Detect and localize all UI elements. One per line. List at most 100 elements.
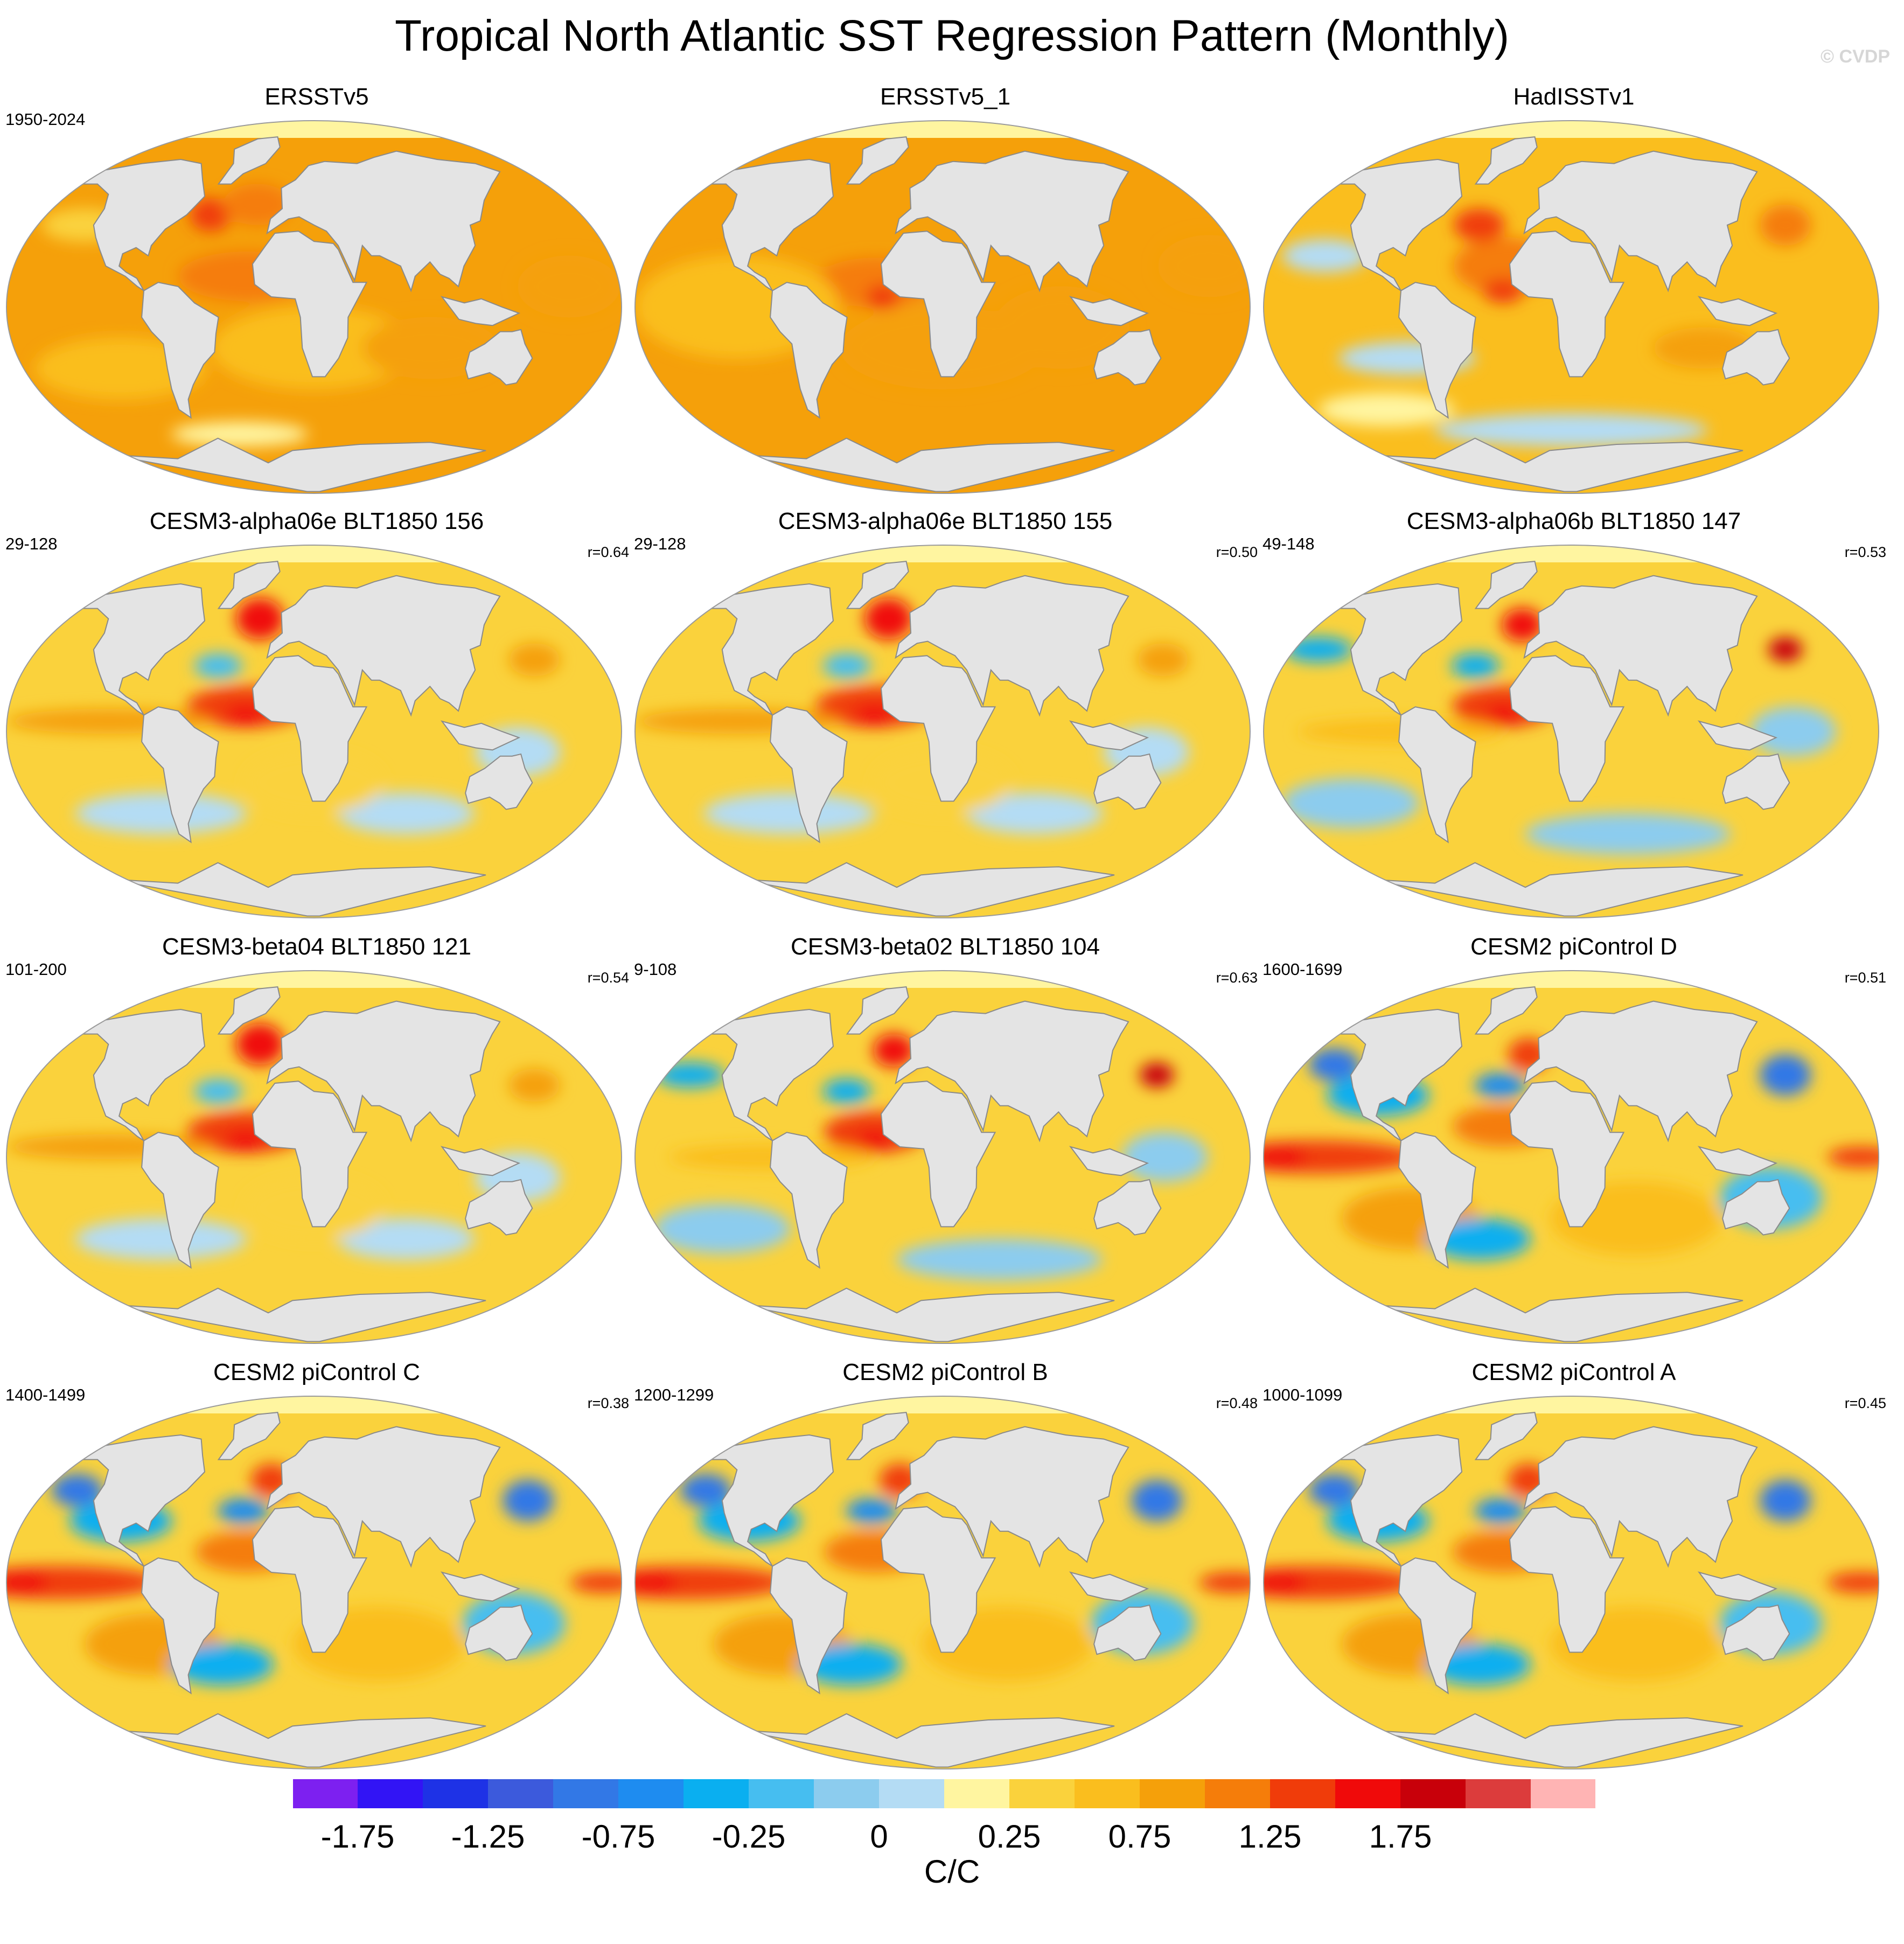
sst-map [1263,120,1879,494]
continent-greenland [846,986,909,1035]
map-panel: CESM3-beta04 BLT1850 121 101-200 r=0.54 [4,931,629,1362]
colorbar-swatch [488,1779,554,1809]
anomaly-region [873,1034,915,1067]
continent-greenland [846,1412,909,1460]
sst-map [634,120,1251,494]
panel-title: CESM3-beta02 BLT1850 104 [791,933,1100,960]
continent-africa [880,231,996,378]
panel-title: ERSSTv5 [264,83,369,110]
colorbar-swatch [358,1779,423,1809]
continent-africa [880,1506,996,1653]
anomaly-region [1137,643,1189,677]
anomaly-region [1827,1146,1879,1168]
anomaly-region [503,1480,554,1522]
continent-south-america [141,706,219,844]
continent-eurasia [895,1426,1129,1568]
panel-years: 9-108 [634,960,677,979]
colorbar-swatch [749,1779,814,1809]
colorbar-swatch [1009,1779,1075,1809]
colorbar-swatch [1140,1779,1205,1809]
panel-correlation: r=0.54 [587,970,629,986]
anomaly-region [217,1498,269,1523]
anomaly-region [846,1498,898,1523]
panel-correlation: r=0.53 [1844,544,1886,560]
continent-africa [1509,231,1625,378]
anomaly-region [864,598,912,640]
continent-antarctica [737,437,1115,492]
panel-title: CESM3-alpha06b BLT1850 147 [1406,508,1741,534]
map-panel: CESM3-alpha06b BLT1850 147 49-148 r=0.53 [1261,505,1886,936]
colorbar-unit-label: C/C [924,1854,980,1890]
colorbar-tick-label: -0.75 [581,1818,655,1855]
map-outline [6,120,622,494]
continent-eurasia [1523,575,1758,717]
anomaly-region [1284,637,1353,662]
anomaly-region [1308,1473,1360,1507]
anomaly-region [1474,1498,1526,1523]
sst-map [634,970,1251,1344]
map-panel: CESM2 piControl A 1000-1099 r=0.45 [1261,1356,1886,1787]
anomaly-region [653,1204,791,1254]
continent-africa [1509,1506,1625,1653]
anomaly-region [966,792,1103,834]
panel-years: 1200-1299 [634,1385,714,1404]
anomaly-region [1760,1054,1811,1096]
panel-title: CESM3-alpha06e BLT1850 156 [149,508,484,534]
anomaly-region [1122,1132,1208,1182]
continent-south-america [1398,1132,1476,1269]
colorbar-tick-label: -0.25 [712,1818,786,1855]
map-outline [6,545,622,918]
anomaly-region [51,1473,103,1507]
anomaly-region [1760,204,1811,246]
anomaly-region [194,1079,242,1104]
panel-title: HadISSTv1 [1513,83,1635,110]
panel-title: CESM3-beta04 BLT1850 121 [162,933,471,960]
anomaly-region [1760,1480,1811,1522]
panel-years: 49-148 [1263,534,1315,553]
colorbar-tick-label: -1.25 [451,1818,525,1855]
continent-greenland [1474,136,1538,185]
colorbar-swatch [1466,1779,1531,1809]
continent-africa [252,231,368,378]
colorbar-swatch [292,1779,358,1809]
continent-greenland [217,136,281,185]
anomaly-region [1768,637,1803,662]
panel-years: 1400-1499 [5,1385,86,1404]
continent-eurasia [1523,1000,1758,1142]
colorbar-swatch [618,1779,684,1809]
map-outline [1263,120,1879,494]
panel-years: 1950-2024 [5,110,86,129]
colorbar-swatch [423,1779,489,1809]
continent-north-america [1334,1008,1463,1141]
continent-indonesia [440,1571,521,1602]
panel-title: CESM2 piControl D [1470,933,1677,960]
anomaly-region [1827,1572,1879,1593]
anomaly-region [75,792,247,834]
map-outline [1263,1396,1879,1769]
sst-map [1263,545,1879,918]
colorbar-swatch [1075,1779,1140,1809]
sst-map [6,1396,622,1769]
panel-title: CESM2 piControl A [1471,1359,1676,1385]
map-panel: CESM3-alpha06e BLT1850 156 29-128 r=0.64 [4,505,629,936]
continent-eurasia [266,150,501,292]
continent-greenland [1474,986,1538,1035]
map-outline [634,970,1251,1344]
panel-correlation: r=0.63 [1216,970,1258,986]
continent-africa [880,1081,996,1228]
panel-years: 29-128 [5,534,58,553]
anomaly-region [1318,393,1455,427]
continent-antarctica [1366,1713,1743,1768]
continent-australia [1093,1179,1162,1236]
anomaly-region [35,337,206,400]
continent-indonesia [1697,296,1778,326]
anomaly-region [1434,413,1708,447]
anomaly-region [337,792,475,834]
cvdp-watermark: © CVDP [1821,46,1890,67]
anomaly-region [655,1062,724,1088]
continent-australia [465,753,533,810]
continent-greenland [217,1412,281,1460]
continent-africa [1509,1081,1625,1228]
anomaly-region [1451,653,1500,679]
map-panel: ERSSTv5 1950-2024 [4,81,629,512]
